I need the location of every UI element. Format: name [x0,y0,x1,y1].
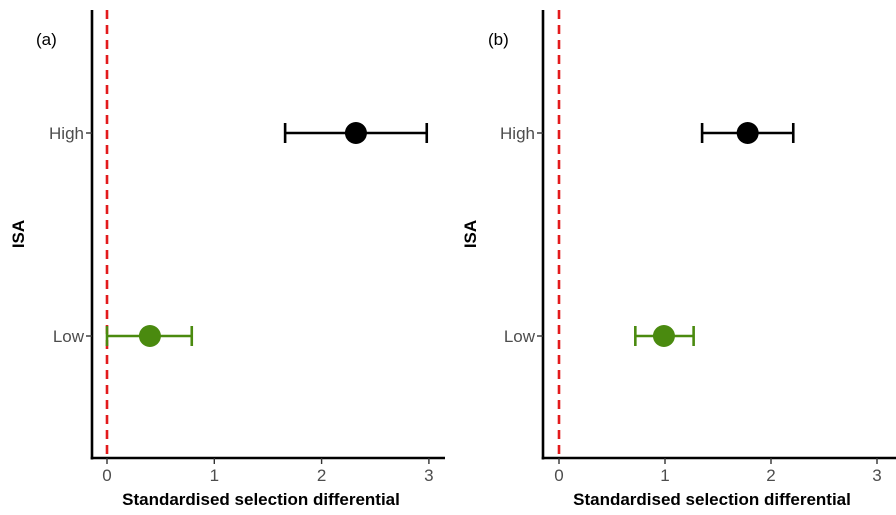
x-tick-label: 0 [554,466,563,485]
x-tick-label: 2 [317,466,326,485]
x-tick-label: 0 [102,466,111,485]
data-point [652,325,675,347]
panel-label: (a) [36,30,57,49]
chart-panel-b: (b) 0 1 2 3 High Low Standardised selection dif… [461,10,896,509]
x-tick-label: 1 [660,466,669,485]
y-tick-label: Low [504,327,536,346]
y-tick-label: Low [53,327,85,346]
panel-label: (b) [488,30,509,49]
chart-panel-a: (a) 0 1 2 3 High Low Standardised selection dif… [9,10,445,509]
x-axis-title: Standardised selection differential [573,490,851,509]
x-tick-label: 3 [872,466,881,485]
data-point [736,122,759,144]
y-axis-title: ISA [461,220,480,248]
data-point [138,325,161,347]
x-axis-title: Standardised selection differential [122,490,400,509]
data-point [344,122,367,144]
y-tick-label: High [500,124,535,143]
y-tick-label: High [49,124,84,143]
x-tick-label: 3 [424,466,433,485]
y-axis-title: ISA [9,220,28,248]
x-tick-label: 2 [766,466,775,485]
x-tick-label: 1 [210,466,219,485]
